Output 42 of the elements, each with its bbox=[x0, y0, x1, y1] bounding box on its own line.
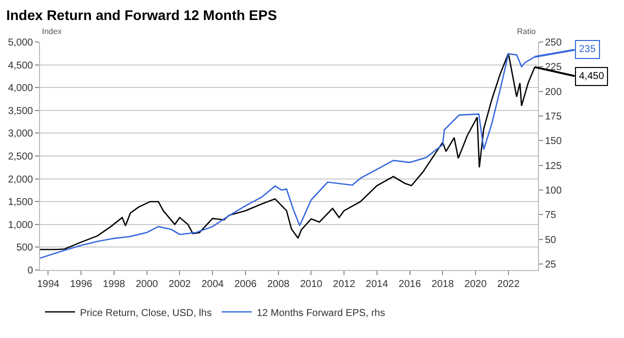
legend-label: 12 Months Forward EPS, rhs bbox=[256, 308, 386, 319]
y-tick-label: 3,000 bbox=[8, 128, 34, 140]
y2-tick-label: 150 bbox=[545, 136, 562, 148]
x-tick-label: 2020 bbox=[464, 279, 488, 290]
y2-tick-label: 250 bbox=[545, 38, 562, 48]
x-tick-label: 2016 bbox=[398, 279, 422, 290]
y-tick-label: 0 bbox=[27, 266, 34, 276]
y-tick-label: 4,000 bbox=[8, 83, 34, 94]
y2-axis-title: Ratio bbox=[517, 27, 536, 36]
y2-tick-label: 100 bbox=[545, 186, 562, 197]
y2-tick-label: 75 bbox=[545, 210, 557, 222]
data-label: 235 bbox=[579, 44, 596, 55]
x-tick-label: 2004 bbox=[201, 279, 224, 290]
y-axis-title: Index bbox=[42, 27, 62, 36]
x-tick-label: 2000 bbox=[136, 279, 158, 290]
y-tick-label: 500 bbox=[16, 242, 34, 254]
x-tick-label: 2010 bbox=[300, 279, 323, 290]
y-tick-label: 2,500 bbox=[8, 152, 34, 162]
y2-tick-label: 125 bbox=[545, 160, 562, 172]
y2-tick-label: 50 bbox=[545, 234, 557, 246]
data-label: 4,450 bbox=[579, 71, 604, 82]
y-tick-label: 2,000 bbox=[8, 174, 34, 186]
y-tick-label: 3,500 bbox=[8, 106, 34, 117]
y-tick-label: 4,500 bbox=[8, 60, 34, 72]
x-tick-label: 1996 bbox=[70, 279, 93, 290]
y2-tick-label: 175 bbox=[545, 112, 562, 123]
y2-tick-label: 25 bbox=[545, 260, 557, 271]
x-tick-label: 2012 bbox=[332, 279, 356, 290]
legend-label: Price Return, Close, USD, lhs bbox=[80, 308, 212, 319]
y-tick-label: 5,000 bbox=[8, 38, 34, 48]
x-tick-label: 1994 bbox=[37, 279, 60, 290]
x-tick-label: 1998 bbox=[102, 279, 126, 290]
x-tick-label: 2006 bbox=[234, 279, 258, 290]
y2-tick-label: 200 bbox=[545, 86, 562, 98]
x-tick-label: 2014 bbox=[366, 279, 388, 290]
y-tick-label: 1,000 bbox=[8, 220, 34, 231]
x-tick-label: 2018 bbox=[432, 279, 454, 290]
x-tick-label: 2022 bbox=[497, 279, 520, 290]
y-tick-label: 1,500 bbox=[8, 197, 34, 208]
x-tick-label: 2002 bbox=[168, 279, 192, 290]
x-tick-label: 2008 bbox=[267, 279, 290, 290]
chart-title: Index Return and Forward 12 Month EPS bbox=[6, 6, 277, 23]
